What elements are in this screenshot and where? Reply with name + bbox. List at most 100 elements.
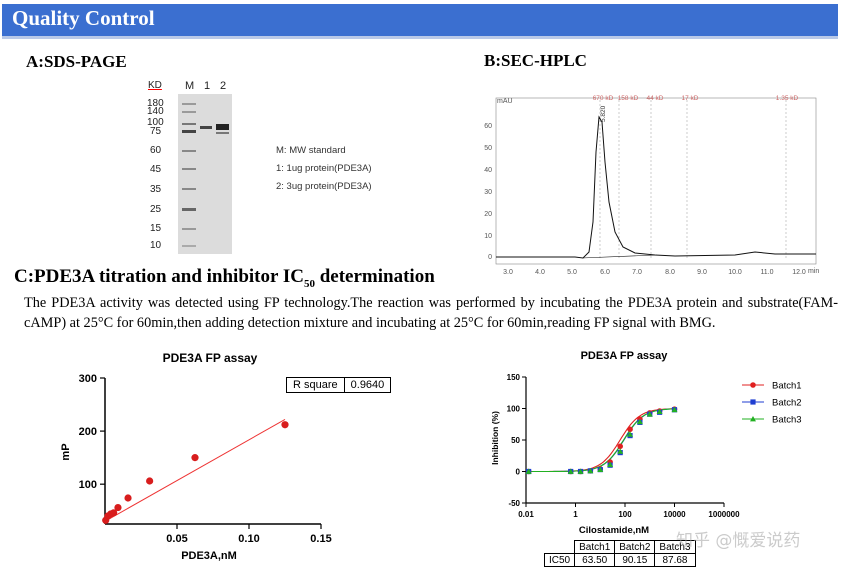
marker-band bbox=[182, 103, 196, 105]
fp-ic50-point-batch3 bbox=[577, 468, 584, 474]
hplc-trace bbox=[496, 115, 816, 259]
ic50-header-batch2: Batch2 bbox=[614, 540, 656, 554]
ic50-row-label: IC50 bbox=[543, 553, 576, 567]
hplc-frame bbox=[495, 97, 817, 265]
fp-ic50-point-batch3 bbox=[636, 418, 643, 425]
fp-ic50-chart: PDE3A FP assay Inhibition (%) Cilostamid… bbox=[490, 350, 802, 536]
fp-ic50-point-batch3 bbox=[671, 406, 678, 413]
fp-ic50-y-tick-label: 50 bbox=[511, 436, 520, 445]
kd-label: KD bbox=[148, 80, 162, 91]
fp-ic50-y-tick-label: 0 bbox=[516, 468, 521, 477]
gel-legend-m: M: MW standard bbox=[276, 145, 346, 156]
fp-ic50-point-batch3 bbox=[646, 411, 653, 417]
gel-bands bbox=[182, 103, 229, 247]
standard-label-44: 44 kD bbox=[647, 95, 664, 102]
section-c-main: C:PDE3A titration and inhibitor IC bbox=[14, 266, 304, 287]
fp-titration-point bbox=[114, 503, 122, 512]
section-c-tail: determination bbox=[314, 266, 435, 287]
fp-ic50-x-tick-label: 1 bbox=[573, 510, 578, 519]
fp-ic50-point-batch1 bbox=[617, 443, 624, 450]
fp-ic50-point-batch3 bbox=[587, 467, 594, 474]
hplc-x-tick: 8.0 bbox=[665, 269, 675, 276]
ic50-value-batch2: 90.15 bbox=[614, 553, 656, 567]
hplc-x-tick: 9.0 bbox=[697, 269, 707, 276]
fp-titration-chart: PDE3A FP assay mP PDE3A,nM 100 200 300 0.05… bbox=[60, 351, 332, 562]
hplc-y-tick-10: 10 bbox=[484, 233, 492, 240]
marker-100: 100 bbox=[147, 117, 164, 128]
marker-35: 35 bbox=[150, 184, 162, 195]
sec-hplc-heading: B:SEC-HPLC bbox=[484, 51, 587, 70]
marker-band bbox=[182, 123, 196, 125]
hplc-y-tick-0: 0 bbox=[488, 254, 492, 261]
section-c-heading: C:PDE3A titration and inhibitor IC50 det… bbox=[14, 266, 435, 290]
marker-band bbox=[182, 111, 196, 113]
standard-label-670: 670 kD bbox=[593, 95, 614, 102]
fp-ic50-point-batch1 bbox=[627, 426, 633, 433]
fp-ic50-point-batch3 bbox=[607, 461, 614, 467]
sds-page-panel: KD M 1 2 180 140 100 75 60 45 35 25 15 1… bbox=[140, 78, 380, 258]
sds-page-heading: A:SDS-PAGE bbox=[26, 52, 127, 71]
marker-band bbox=[182, 150, 196, 152]
marker-band bbox=[182, 228, 196, 230]
marker-band bbox=[182, 168, 196, 170]
lane1-band bbox=[200, 126, 212, 129]
legend-label-batch2: Batch2 bbox=[772, 398, 802, 409]
lane-label-m: M bbox=[185, 80, 195, 92]
fp-ic50-x-tick-label: 10000 bbox=[663, 510, 686, 519]
marker-180: 180 bbox=[147, 98, 164, 109]
fp-titration-y-tick-label: 300 bbox=[79, 373, 97, 385]
watermark: 知乎 @慨爱说药 bbox=[676, 531, 801, 551]
hplc-x-tick: 5.0 bbox=[567, 269, 577, 276]
gel-legend-1: 1: 1ug protein(PDE3A) bbox=[276, 163, 372, 174]
fp-ic50-curve-batch3 bbox=[528, 408, 675, 473]
lane2-band bbox=[216, 124, 229, 130]
hplc-x-tick: 4.0 bbox=[535, 269, 545, 276]
fp-titration-xlabel: PDE3A,nM bbox=[181, 550, 237, 562]
fp-titration-ylabel: mP bbox=[60, 443, 72, 460]
hplc-x-tick: 10.0 bbox=[728, 269, 742, 276]
standard-label-158: 158 kD bbox=[618, 95, 639, 102]
marker-45: 45 bbox=[150, 164, 162, 175]
hplc-y-tick-20: 20 bbox=[484, 211, 492, 218]
hplc-x-tick: 12.0 bbox=[792, 269, 806, 276]
fp-ic50-point-batch3 bbox=[597, 466, 604, 473]
hplc-x-tick: 6.0 bbox=[600, 269, 610, 276]
hplc-x-tick: 11.0 bbox=[760, 269, 773, 276]
r-square-label: R square bbox=[286, 377, 345, 393]
hplc-x-tick: 7.0 bbox=[632, 269, 642, 276]
fp-titration-point bbox=[110, 509, 118, 517]
fp-titration-x-tick-label: 0.10 bbox=[238, 533, 259, 545]
fp-titration-title: PDE3A FP assay bbox=[163, 351, 258, 365]
fp-ic50-point-batch3 bbox=[656, 408, 663, 415]
fp-titration-point bbox=[146, 477, 154, 485]
assay-description: The PDE3A activity was detected using FP… bbox=[24, 295, 838, 331]
fp-ic50-curve-batch2 bbox=[528, 408, 675, 473]
standard-label-1-35: 1.35 kD bbox=[776, 95, 799, 102]
fp-ic50-curve-batch1 bbox=[528, 408, 675, 473]
fp-ic50-ylabel: Inhibition (%) bbox=[490, 411, 500, 465]
legend-marker-batch1 bbox=[750, 382, 756, 388]
lane2-band-minor bbox=[216, 132, 229, 134]
fp-ic50-y-tick-label: 150 bbox=[507, 373, 521, 382]
marker-75: 75 bbox=[150, 126, 162, 137]
fp-ic50-y-tick-label: 100 bbox=[507, 405, 521, 414]
fp-titration-x-tick-label: 0.05 bbox=[166, 533, 187, 545]
header-banner bbox=[2, 4, 838, 39]
hplc-y-tick-60: 60 bbox=[484, 123, 492, 130]
fp-titration-point bbox=[281, 421, 289, 429]
marker-band bbox=[182, 208, 196, 211]
fp-ic50-point-batch3 bbox=[617, 448, 624, 454]
hplc-y-tick-50: 50 bbox=[484, 145, 492, 152]
page-title: Quality Control bbox=[12, 6, 155, 30]
fp-titration-x-tick-label: 0.15 bbox=[310, 533, 331, 545]
marker-60: 60 bbox=[150, 145, 162, 156]
fp-titration-point bbox=[124, 494, 132, 502]
marker-140: 140 bbox=[147, 106, 164, 117]
legend-marker-batch3 bbox=[750, 416, 756, 422]
r-square-value: 0.9640 bbox=[343, 377, 392, 393]
ic50-table-box: Batch1 Batch2 Batch3 IC50 63.50 90.15 87… bbox=[543, 540, 696, 567]
marker-band bbox=[182, 130, 196, 133]
gel-image bbox=[178, 94, 232, 254]
marker-25: 25 bbox=[150, 204, 162, 215]
lane-label-1: 1 bbox=[204, 80, 211, 92]
